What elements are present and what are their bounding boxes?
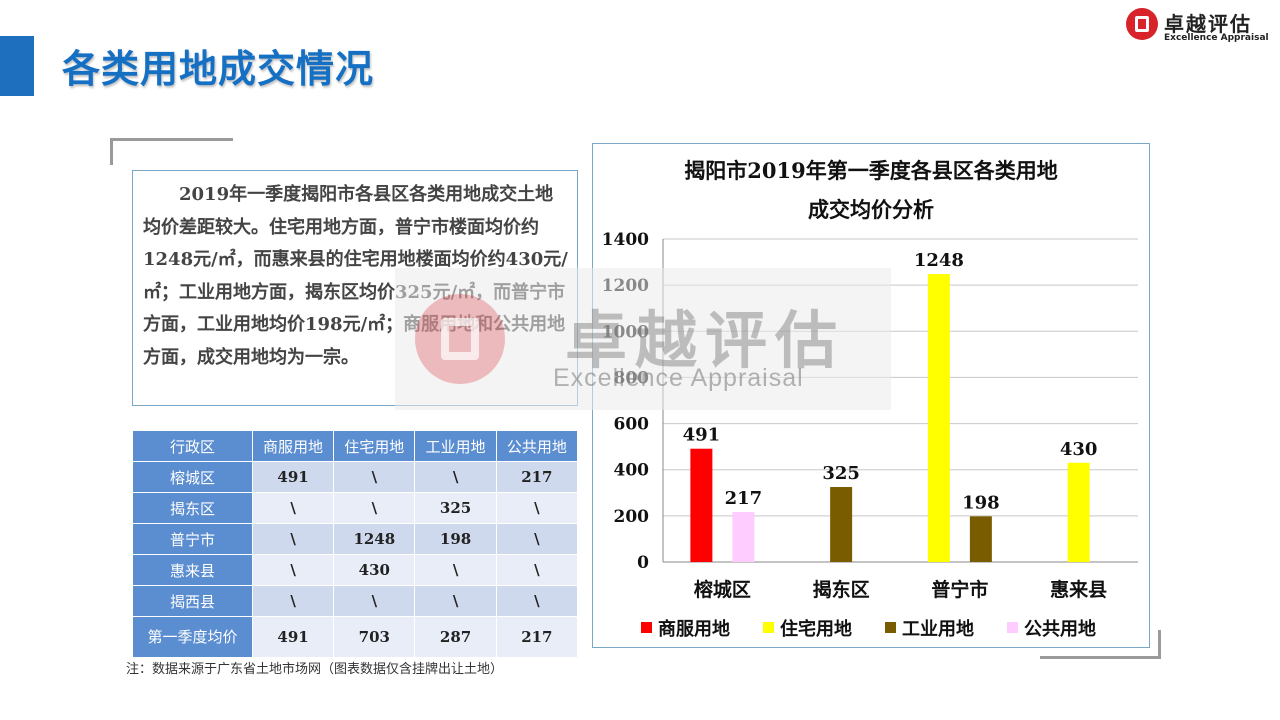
table-row: 揭西县 \ \ \ \ xyxy=(132,585,579,617)
bar xyxy=(830,487,853,562)
x-tick-label: 惠来县 xyxy=(1050,579,1107,601)
title-accent-bar xyxy=(0,36,34,96)
table-header-cell: 公共用地 xyxy=(495,430,579,462)
row-label: 第一季度均价 xyxy=(132,616,253,658)
table-cell: \ xyxy=(333,492,416,524)
data-label: 198 xyxy=(962,492,1000,513)
bar-chart: 揭阳市2019年第一季度各县区各类用地 成交均价分析 0200400600800… xyxy=(602,158,1138,640)
row-label: 揭西县 xyxy=(132,585,253,617)
table-cell: 287 xyxy=(414,616,497,658)
table-cell: \ xyxy=(251,492,335,524)
table-cell: \ xyxy=(333,461,416,493)
data-label: 1248 xyxy=(914,250,964,271)
y-tick-label: 400 xyxy=(614,461,650,481)
data-label: 325 xyxy=(822,463,860,484)
watermark-cn-text: 卓越评估 xyxy=(565,304,846,377)
bar xyxy=(969,516,992,562)
bar xyxy=(1067,462,1090,562)
logo-icon xyxy=(1126,8,1158,40)
table-cell: \ xyxy=(251,554,335,586)
watermark-en-text: Excellence Appraisal xyxy=(553,364,804,392)
table-cell: \ xyxy=(414,461,497,493)
logo-en-text: Excellence Appraisal xyxy=(1164,33,1269,43)
table-cell: 491 xyxy=(251,616,335,658)
legend-swatch xyxy=(763,622,774,633)
y-tick-label: 1400 xyxy=(602,230,649,250)
price-table: 行政区 商服用地 住宅用地 工业用地 公共用地 榕城区 491 \ \ 217 … xyxy=(132,430,579,658)
company-logo: 卓越评估 Excellence Appraisal xyxy=(1126,6,1276,46)
legend-label: 商服用地 xyxy=(658,618,730,640)
table-row: 普宁市 \ 1248 198 \ xyxy=(132,523,579,555)
table-row: 揭东区 \ \ 325 \ xyxy=(132,492,579,524)
table-header-cell: 住宅用地 xyxy=(333,430,416,462)
table-header-cell: 工业用地 xyxy=(414,430,497,462)
table-cell: \ xyxy=(495,554,579,586)
table-header-cell: 商服用地 xyxy=(251,430,335,462)
y-tick-label: 600 xyxy=(614,415,650,435)
table-row: 榕城区 491 \ \ 217 xyxy=(132,461,579,493)
table-cell: \ xyxy=(414,554,497,586)
table-cell: 217 xyxy=(495,616,579,658)
watermark: 卓越评估 Excellence Appraisal xyxy=(395,268,891,410)
legend-label: 住宅用地 xyxy=(780,618,852,640)
row-label: 榕城区 xyxy=(132,461,253,493)
legend-swatch xyxy=(641,622,652,633)
x-tick-label: 榕城区 xyxy=(694,578,751,601)
watermark-logo-icon xyxy=(415,294,505,384)
decor-frame-top-left xyxy=(110,138,233,165)
table-cell: 198 xyxy=(414,523,497,555)
chart-title-line1: 揭阳市2019年第一季度各县区各类用地 xyxy=(684,158,1057,183)
table-cell: \ xyxy=(333,585,416,617)
legend-swatch xyxy=(1007,622,1018,633)
table-cell: 1248 xyxy=(333,523,416,555)
table-cell: \ xyxy=(251,523,335,555)
table-cell: 430 xyxy=(333,554,416,586)
table-header-cell: 行政区 xyxy=(132,430,253,462)
table-cell: 217 xyxy=(495,461,579,493)
x-tick-label: 揭东区 xyxy=(813,578,870,601)
logo-cn-text: 卓越评估 xyxy=(1164,12,1252,36)
data-label: 430 xyxy=(1060,439,1098,460)
table-cell: \ xyxy=(414,585,497,617)
row-label: 惠来县 xyxy=(132,554,253,586)
y-tick-label: 0 xyxy=(637,553,649,573)
table-cell: \ xyxy=(495,523,579,555)
table-cell: 325 xyxy=(414,492,497,524)
legend-label: 工业用地 xyxy=(902,618,974,640)
y-tick-label: 200 xyxy=(614,507,650,527)
decor-frame-bottom-right xyxy=(1040,630,1161,659)
table-header-row: 行政区 商服用地 住宅用地 工业用地 公共用地 xyxy=(132,430,579,462)
table-row: 惠来县 \ 430 \ \ xyxy=(132,554,579,586)
data-label: 491 xyxy=(683,425,721,446)
page-title: 各类用地成交情况 xyxy=(62,47,375,91)
bar xyxy=(927,274,950,562)
legend-label: 公共用地 xyxy=(1024,618,1096,640)
chart-title-line2: 成交均价分析 xyxy=(808,197,934,222)
table-cell: 703 xyxy=(333,616,416,658)
legend-swatch xyxy=(885,622,896,633)
bar xyxy=(732,511,755,562)
table-cell: \ xyxy=(251,585,335,617)
row-label: 揭东区 xyxy=(132,492,253,524)
table-cell: \ xyxy=(495,492,579,524)
row-label: 普宁市 xyxy=(132,523,253,555)
bar xyxy=(690,448,713,562)
table-cell: \ xyxy=(495,585,579,617)
x-tick-label: 普宁市 xyxy=(931,578,988,601)
table-cell: 491 xyxy=(251,461,335,493)
source-note: 注：数据来源于广东省土地市场网（图表数据仅含挂牌出让土地） xyxy=(126,662,504,677)
data-label: 217 xyxy=(725,488,763,509)
table-row-average: 第一季度均价 491 703 287 217 xyxy=(132,616,579,658)
